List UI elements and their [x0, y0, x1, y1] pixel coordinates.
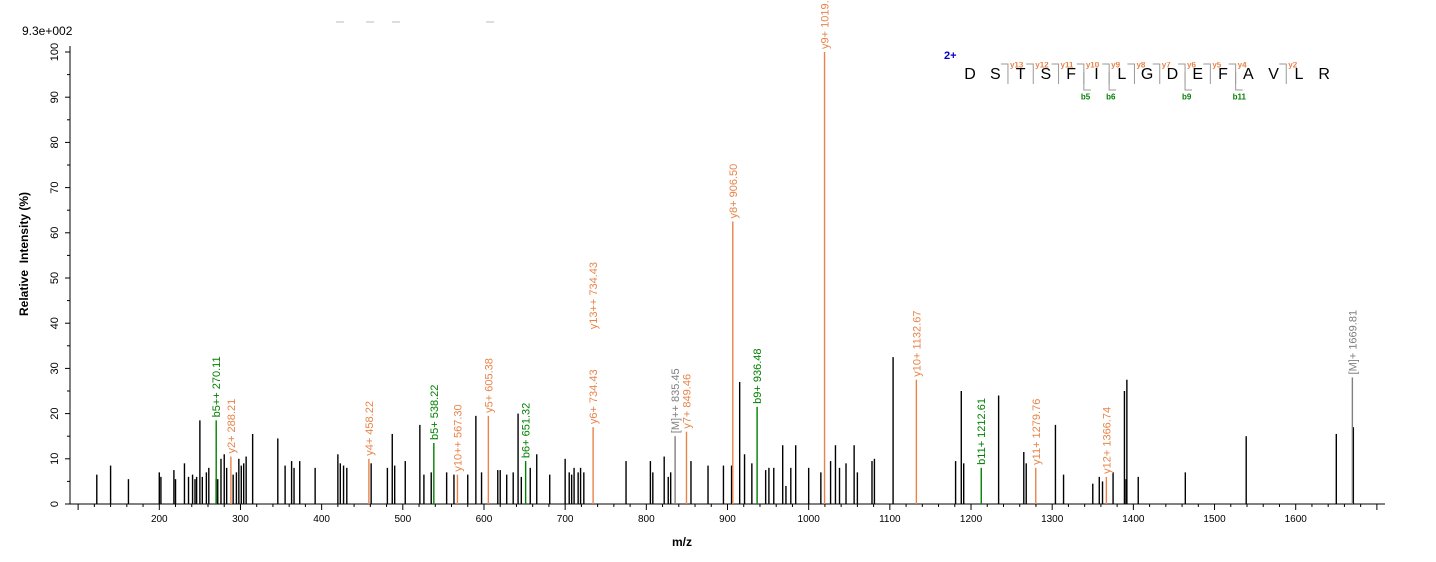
- y-ion-bracket: [1203, 63, 1211, 84]
- x-tick-label: 600: [476, 514, 493, 525]
- y-ion-label: y11: [1061, 62, 1074, 70]
- y-ion-label: y5: [1212, 62, 1221, 70]
- y-ion-bracket: [1279, 63, 1287, 84]
- sequence-residue: F: [1066, 66, 1077, 83]
- x-tick-label: 700: [557, 514, 574, 525]
- sequence-residue: F: [1218, 66, 1228, 83]
- b-ion-label: b11: [1233, 93, 1247, 102]
- x-tick-label: 400: [313, 514, 330, 525]
- b-ion-label: b5: [1081, 93, 1091, 102]
- y-tick-label: 60: [49, 227, 61, 239]
- y-ion-label: y9: [1111, 62, 1120, 70]
- x-axis-label: m/z: [672, 535, 693, 549]
- peak-label: y7+ 849.46: [681, 374, 693, 429]
- x-tick-label: 1000: [798, 514, 821, 525]
- b-ion-bracket: [1083, 72, 1091, 91]
- peak-label: y10++ 567.30: [452, 404, 464, 471]
- peak-label: [M]++ 835.45: [670, 368, 682, 433]
- y-tick-label: 20: [49, 407, 61, 419]
- x-tick-label: 900: [719, 514, 736, 525]
- peak-label: b5++ 270.11: [211, 356, 223, 417]
- sequence-residue: E: [1192, 66, 1204, 83]
- peak-label: y6+ 734.43: [588, 369, 600, 424]
- peak-label: y5+ 605.38: [483, 358, 495, 413]
- y-ion-label: y8: [1136, 62, 1145, 70]
- peak-label: [M]+ 1669.81: [1347, 310, 1359, 375]
- sequence-residue: S: [1040, 66, 1052, 83]
- x-tick-label: 1100: [879, 514, 901, 525]
- y-tick-label: 70: [49, 181, 61, 193]
- peak-label: y4+ 458.22: [364, 401, 376, 456]
- peak-label: y12+ 1366.74: [1101, 407, 1113, 474]
- x-tick-label: 1200: [960, 514, 983, 525]
- sequence-residue: G: [1140, 66, 1154, 83]
- sequence-residue: A: [1242, 66, 1254, 83]
- y-ion-label: y10: [1086, 62, 1100, 70]
- intensity-scale-label: 9.3e+002: [22, 24, 73, 38]
- peak-label: y8+ 906.50: [728, 164, 740, 219]
- y-tick-label: 90: [49, 91, 61, 103]
- sequence-residue: S: [989, 66, 1001, 83]
- y-ion-bracket: [1051, 63, 1060, 84]
- x-tick-label: 300: [232, 514, 249, 525]
- y-tick-label: 50: [49, 272, 61, 284]
- y-ion-bracket: [1026, 63, 1034, 84]
- y-tick-label: 0: [49, 501, 61, 507]
- sequence-residue: L: [1117, 66, 1127, 83]
- y-ion-label: y7: [1162, 62, 1171, 70]
- sequence-residue: D: [1166, 66, 1179, 83]
- y-ion-bracket: [1076, 63, 1085, 84]
- peak-label: b5+ 538.22: [429, 385, 441, 440]
- precursor-charge: 2+: [944, 50, 957, 62]
- x-tick-label: 200: [151, 514, 168, 525]
- y-ion-bracket: [1000, 63, 1009, 84]
- y-ion-label: y6: [1187, 62, 1196, 70]
- sequence-residue: I: [1094, 66, 1099, 83]
- x-tick-label: 1400: [1122, 514, 1145, 525]
- y-ion-label: y2: [1288, 62, 1297, 70]
- y-ion-label: y13: [1010, 62, 1024, 70]
- y-axis-label: Relative Intensity (%): [17, 191, 31, 316]
- y-ion-label: y12: [1035, 62, 1049, 70]
- b-ion-label: b9: [1182, 93, 1192, 102]
- b-ion-bracket: [1235, 72, 1243, 91]
- peak-label: y9+ 1019.56: [820, 0, 832, 49]
- y-tick-label: 30: [49, 362, 61, 374]
- sequence-residue: D: [964, 66, 976, 83]
- peak-label: b9+ 936.48: [752, 348, 764, 403]
- y-ion-bracket: [1127, 63, 1135, 84]
- sequence-residue: T: [1015, 66, 1026, 83]
- b-ion-label: b6: [1106, 93, 1116, 102]
- b-ion-bracket: [1184, 72, 1193, 91]
- x-tick-label: 500: [394, 514, 411, 525]
- b-ion-bracket: [1108, 72, 1117, 91]
- y-ion-bracket: [1102, 63, 1110, 84]
- y-tick-label: 100: [49, 43, 61, 61]
- x-tick-label: 1600: [1285, 514, 1308, 525]
- x-tick-label: 1500: [1203, 514, 1226, 525]
- x-tick-label: 800: [638, 514, 655, 525]
- sequence-residue: R: [1318, 66, 1330, 83]
- y-ion-bracket: [1228, 63, 1237, 84]
- sequence-residue: L: [1294, 66, 1304, 83]
- peak-label: y10+ 1132.67: [911, 311, 923, 377]
- y-tick-label: 80: [49, 136, 61, 148]
- peak-label: y13++ 734.43: [588, 262, 600, 329]
- x-tick-label: 1300: [1041, 514, 1064, 525]
- y-tick-label: 40: [49, 317, 61, 329]
- peak-label: y2+ 288.21: [226, 399, 238, 454]
- y-ion-bracket: [1178, 63, 1186, 84]
- peak-label: b6+ 651.32: [521, 403, 533, 458]
- peak-label: b11+ 1212.61: [976, 398, 988, 465]
- y-ion-label: y4: [1238, 62, 1247, 70]
- fragment-marks: y13 y12 y11 y10 y9 y8 y7 y6 y5 y4 y2 b5 b6 b9 b11: [1000, 62, 1298, 102]
- y-tick-label: 10: [49, 453, 61, 465]
- peak-label: y11+ 1279.76: [1031, 399, 1043, 465]
- y-ion-bracket: [1152, 63, 1161, 84]
- sequence-residue: V: [1268, 66, 1279, 83]
